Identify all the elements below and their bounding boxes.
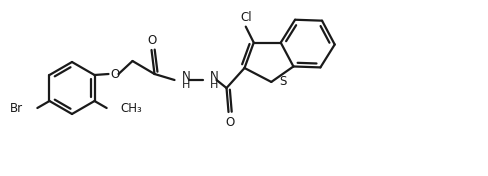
Text: N: N — [209, 71, 218, 83]
Text: Br: Br — [10, 102, 23, 115]
Text: S: S — [279, 76, 286, 89]
Text: H: H — [182, 80, 190, 90]
Text: O: O — [147, 33, 156, 46]
Text: O: O — [110, 68, 119, 80]
Text: Cl: Cl — [240, 11, 251, 24]
Text: H: H — [209, 80, 218, 90]
Text: CH₃: CH₃ — [121, 102, 142, 115]
Text: N: N — [182, 71, 190, 83]
Text: O: O — [225, 115, 234, 128]
